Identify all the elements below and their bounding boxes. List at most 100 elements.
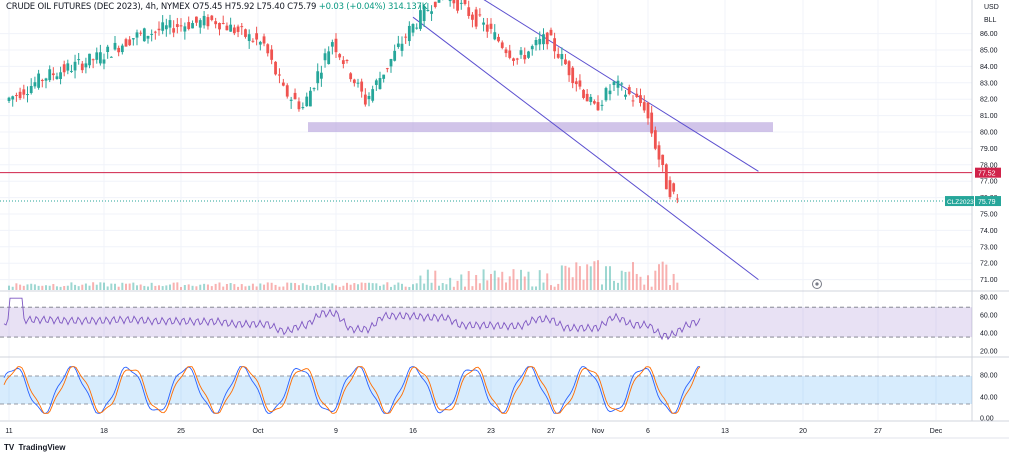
volume-bar [66,285,69,290]
tradingview-brand[interactable]: TV TradingView [4,443,65,452]
candle [157,21,161,36]
volume-bar [240,284,243,290]
candle [15,92,18,102]
candle-body [139,32,143,34]
volume-bar [294,283,297,290]
candle [113,36,117,51]
volume-bar [404,286,407,290]
volume-bar [586,264,589,290]
volume-bar [41,285,44,290]
candle [131,38,135,46]
candle-body [175,24,179,28]
candle [542,28,545,50]
volume-bar [357,284,359,290]
candle-body [545,32,549,45]
volume-bar [309,285,312,290]
candle-body [578,80,582,87]
time-tick-label: 27 [547,428,555,435]
candle [319,65,323,87]
candle-body [635,93,639,97]
volume-bar [441,283,444,290]
candle-body [120,45,124,53]
candle [419,5,422,31]
candle-body [88,53,91,66]
stochastic-pane[interactable] [0,366,972,414]
candle [596,95,600,111]
candle [146,35,150,44]
candle-body [585,93,589,102]
candle [106,44,110,59]
candle-body [77,59,81,61]
volume-bar [290,282,293,290]
volume-bar [128,283,131,290]
candle [512,57,515,66]
volume-bar [229,283,232,290]
candle [289,96,293,109]
volume-bar [393,284,396,290]
candle [183,22,187,40]
candle-body [493,32,497,40]
candle-body [664,164,668,190]
price-tick-label: 85.00 [980,48,998,55]
candle-body [146,35,150,39]
price-pane[interactable] [0,0,972,290]
candle-body [653,130,657,149]
candle-body [608,90,612,95]
volume-bar [478,283,481,290]
candle [221,15,225,25]
volume-bar [497,277,500,290]
time-tick-label: 16 [409,428,417,435]
candle-body [40,80,44,82]
volume-bar [305,284,308,290]
volume-bar [542,282,545,290]
candle [471,12,474,28]
candle [210,14,214,22]
candle [437,0,441,3]
candle [124,37,128,47]
time-tick-label: 20 [799,428,807,435]
volume-bar [63,285,66,290]
volume-bar [523,276,526,290]
volume-bar [430,282,433,290]
candle-body [504,49,508,54]
volume-bar [77,286,80,290]
volume-bar [251,283,254,290]
candle-body [478,14,482,16]
volume-bar [546,273,549,290]
candle [218,22,221,36]
candle [349,72,353,82]
volume-bar [535,286,537,290]
candle-body [62,64,66,73]
volume-bar [45,285,48,290]
candle-body [345,59,349,61]
candle-body [150,33,154,35]
candle [396,35,400,49]
candle [293,88,297,100]
candle [7,96,11,103]
volume-bar [628,271,631,290]
candle [244,28,247,39]
candle [352,78,356,87]
candle [258,40,262,51]
candle-body [244,29,247,37]
symbol-tag [945,196,974,207]
volume-bar [248,285,251,290]
candle-body [195,16,198,23]
volume-bar [613,280,615,290]
volume-bar [139,284,142,290]
volume-bar [508,276,511,290]
candle-body [564,59,567,65]
candle [80,60,84,74]
price-change: +0.03 (+0.04%) [318,2,386,12]
stochastic-band [0,376,972,404]
grid [0,0,1009,422]
rsi-pane[interactable] [0,297,972,341]
volume-bar [397,282,400,290]
candle [523,47,527,64]
candle [51,67,55,81]
volume-bar [516,279,519,290]
candle-body [293,92,297,100]
time-tick-label: Nov [592,428,605,435]
volume-bar [150,282,153,290]
